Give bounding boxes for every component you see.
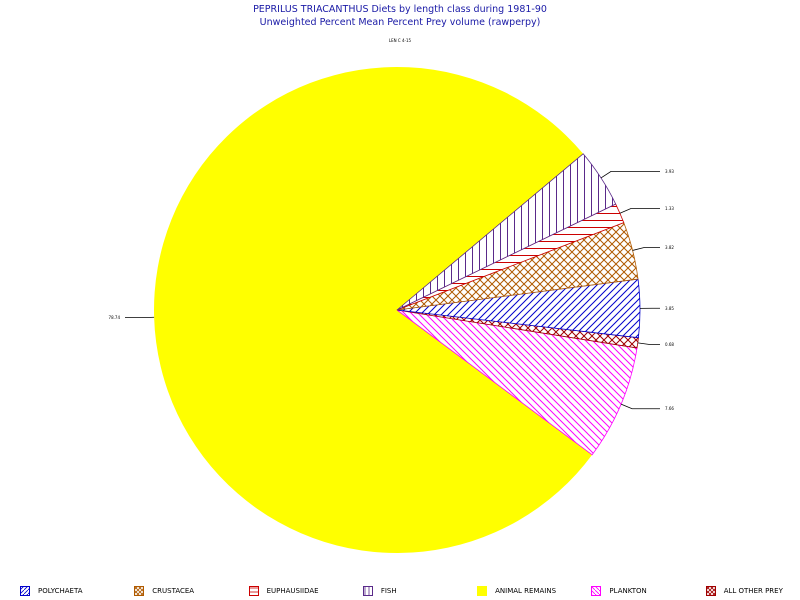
leader-line bbox=[619, 208, 660, 214]
slice-animal-remains bbox=[153, 66, 593, 553]
leader-line bbox=[632, 247, 660, 251]
legend-swatch bbox=[20, 586, 30, 596]
slice-value-label: 3.93 bbox=[665, 169, 674, 174]
legend: POLYCHAETA CRUSTACEA EUPHAUSIIDAE FISH ANIMA… bbox=[0, 584, 800, 600]
legend-swatch bbox=[248, 586, 259, 596]
legend-label: PLANKTON bbox=[609, 587, 647, 595]
slice-value-label: 78.74 bbox=[109, 315, 121, 320]
legend-item-fish: FISH bbox=[362, 584, 397, 598]
chart-subtitle: Unweighted Percent Mean Percent Prey vol… bbox=[259, 17, 541, 28]
legend-label: ANIMAL REMAINS bbox=[495, 587, 557, 595]
legend-swatch bbox=[705, 586, 716, 596]
legend-item-euphausiidae: EUPHAUSIIDAE bbox=[248, 584, 319, 598]
legend-item-plankton: PLANKTON bbox=[591, 584, 647, 598]
slice-value-label: 7.66 bbox=[665, 406, 674, 411]
leader-line bbox=[637, 342, 660, 345]
slice-value-label: 3.85 bbox=[665, 306, 674, 311]
legend-label: ALL OTHER PREY bbox=[723, 587, 783, 595]
pie-chart: 78.74 7.66 0.68 3.85 3.82 1.33 3.93 bbox=[109, 66, 674, 553]
legend-label: CRUSTACEA bbox=[152, 587, 195, 595]
length-class-label: LEN C 4-15 bbox=[388, 38, 412, 43]
legend-swatch bbox=[477, 586, 488, 596]
slice-plankton bbox=[396, 309, 638, 456]
legend-swatch bbox=[362, 586, 373, 596]
legend-swatch bbox=[134, 586, 145, 596]
legend-label: FISH bbox=[380, 587, 397, 595]
chart-title: PEPRILUS TRIACANTHUS Diets by length cla… bbox=[253, 4, 547, 15]
legend-label: POLYCHAETA bbox=[38, 587, 83, 595]
legend-swatch bbox=[591, 586, 602, 596]
slice-fish bbox=[396, 153, 617, 311]
slice-value-label: 3.82 bbox=[665, 245, 674, 250]
legend-item-crustacea: CRUSTACEA bbox=[134, 584, 194, 598]
legend-label: EUPHAUSIIDAE bbox=[266, 587, 319, 595]
legend-item-animal-remains: ANIMAL REMAINS bbox=[477, 584, 556, 598]
leader-line bbox=[600, 170, 660, 179]
legend-item-all-other-prey: ALL OTHER PREY bbox=[705, 584, 783, 598]
leader-line bbox=[620, 403, 660, 410]
slice-value-label: 1.33 bbox=[665, 206, 674, 211]
slice-value-label: 0.68 bbox=[665, 342, 674, 347]
legend-item-polychaeta: POLYCHAETA bbox=[20, 584, 82, 598]
